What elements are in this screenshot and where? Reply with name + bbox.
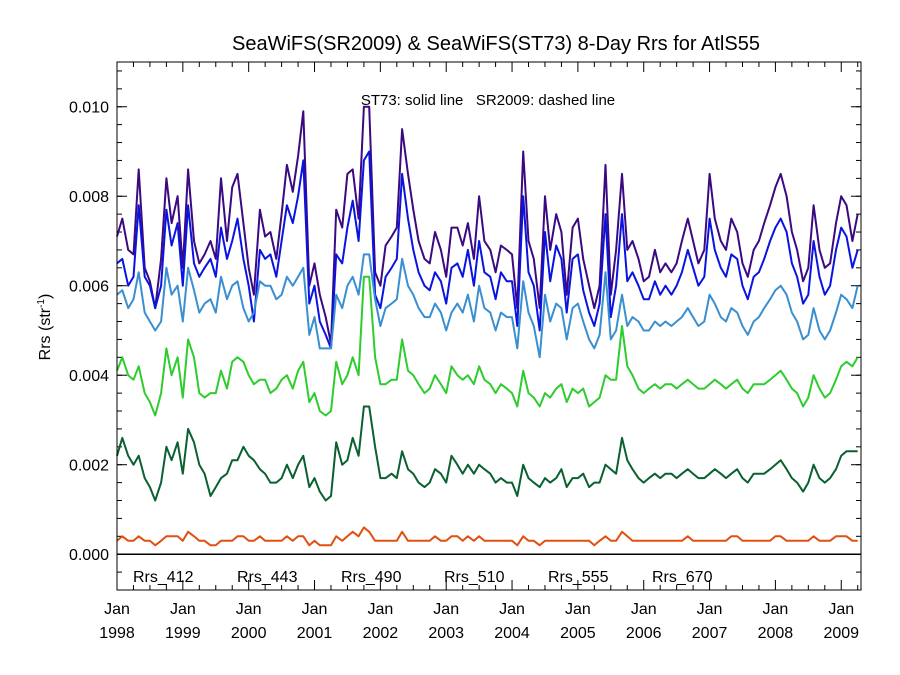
plot-frame: [116, 61, 862, 591]
x-tick-label-month: Jan: [170, 601, 196, 618]
x-tick-label-month: Jan: [433, 601, 459, 618]
x-tick-label-month: Jan: [104, 601, 130, 618]
legend-item-rrs_555: Rrs_555: [548, 569, 609, 586]
x-tick-label-month: Jan: [828, 601, 854, 618]
x-tick-label-year: 2006: [626, 625, 662, 642]
chart-title: SeaWiFS(SR2009) & SeaWiFS(ST73) 8-Day Rr…: [232, 33, 760, 55]
y-tick-label: 0.004: [69, 368, 109, 385]
y-tick-label: 0.010: [69, 100, 109, 117]
x-tick-label-month: Jan: [499, 601, 525, 618]
legend-item-rrs_443: Rrs_443: [237, 569, 298, 586]
x-tick-label-month: Jan: [565, 601, 591, 618]
legend-item-rrs_412: Rrs_412: [133, 569, 194, 586]
x-tick-label-year: 2002: [363, 625, 399, 642]
x-tick-label-year: 2005: [560, 625, 596, 642]
y-axis-label-main: Rrs (str: [37, 307, 54, 360]
legend-item-rrs_490: Rrs_490: [341, 569, 402, 586]
x-tick-label-year: 1998: [99, 625, 135, 642]
x-tick-label-year: 2007: [692, 625, 728, 642]
series-line-rrs_670: [116, 526, 858, 547]
x-tick-label-year: 2008: [758, 625, 794, 642]
x-tick-label-year: 1999: [165, 625, 201, 642]
legend-item-rrs_510: Rrs_510: [444, 569, 505, 586]
series-line-rrs_490: [116, 253, 859, 359]
series-line-rrs_555: [116, 405, 858, 502]
y-axis-label-close: ): [37, 294, 54, 299]
x-tick-label-month: Jan: [367, 601, 393, 618]
x-tick-label-month: Jan: [631, 601, 657, 618]
x-tick-label-year: 2001: [297, 625, 333, 642]
y-axis-label: Rrs (str-1): [36, 294, 54, 361]
y-axis-label-sup: -1: [36, 299, 47, 308]
x-tick-label-month: Jan: [302, 601, 328, 618]
x-tick-label-month: Jan: [697, 601, 723, 618]
y-tick-label: 0.002: [69, 458, 109, 475]
x-tick-label-month: Jan: [236, 601, 262, 618]
x-tick-label-year: 2000: [231, 625, 267, 642]
y-tick-label: 0.008: [69, 189, 109, 206]
y-tick-label: 0.006: [69, 279, 109, 296]
series-line-rrs_412: [116, 105, 859, 345]
series-line-rrs_510: [116, 275, 859, 417]
x-tick-label-month: Jan: [763, 601, 789, 618]
svg-text:Rrs (str-1): Rrs (str-1): [36, 294, 54, 361]
y-tick-label: 0.000: [69, 547, 109, 564]
series-line-rrs_443: [116, 150, 859, 350]
x-tick-label-year: 2009: [823, 625, 859, 642]
x-tick-label-year: 2003: [428, 625, 464, 642]
legend-item-rrs_670: Rrs_670: [652, 569, 713, 586]
annotation: ST73: solid line SR2009: dashed line: [361, 92, 615, 109]
x-tick-label-year: 2004: [494, 625, 530, 642]
